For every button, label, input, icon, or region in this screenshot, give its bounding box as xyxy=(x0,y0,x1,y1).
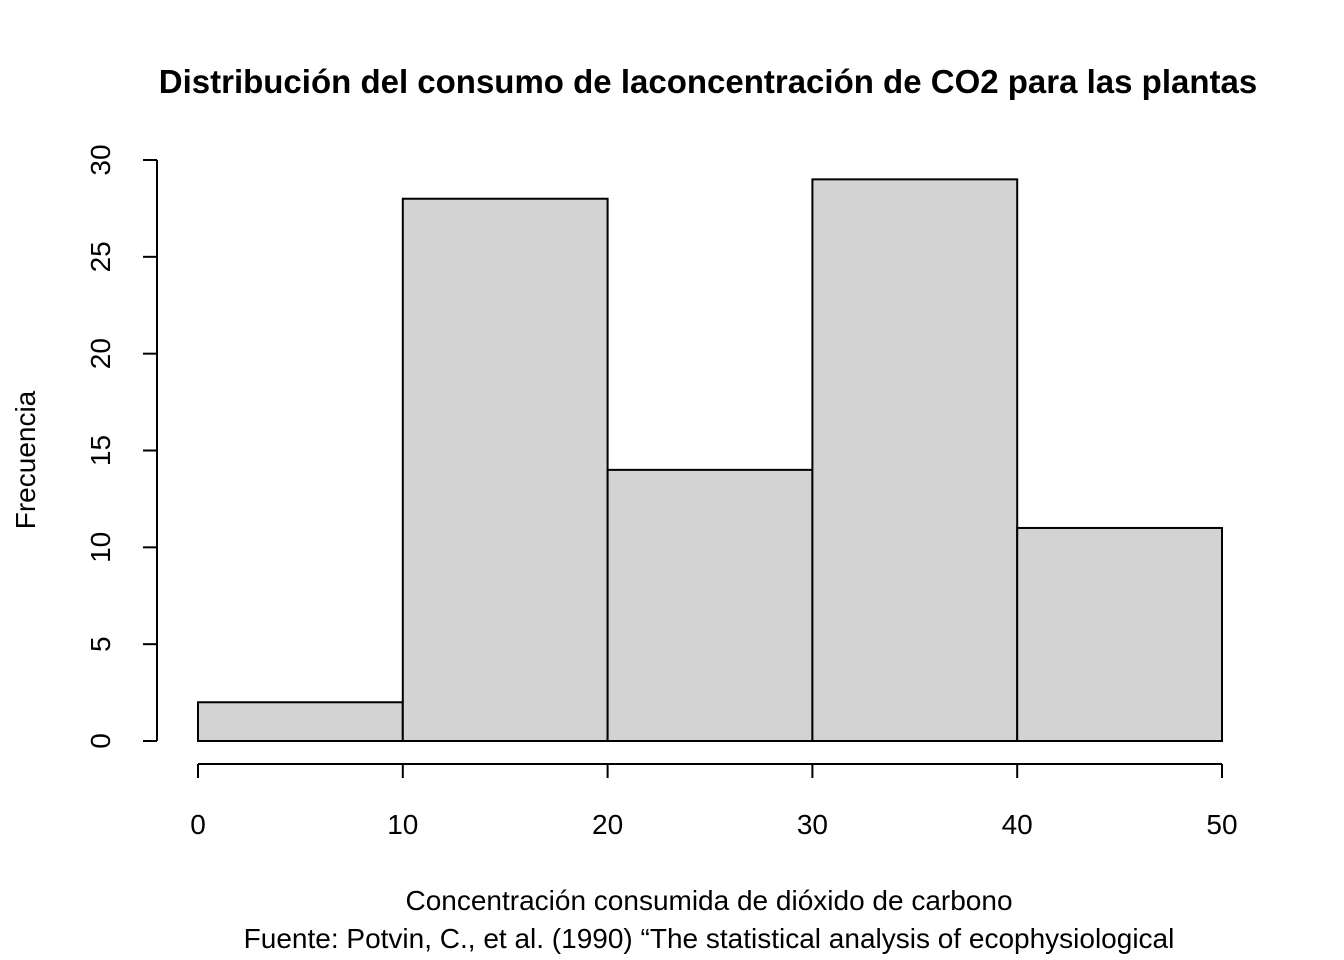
y-axis-label: Frecuencia xyxy=(10,390,41,529)
x-tick-label-5: 50 xyxy=(1206,809,1237,840)
histogram-bar-2 xyxy=(606,468,814,742)
x-tick-label-0: 0 xyxy=(190,809,206,840)
y-tick-label-2: 10 xyxy=(85,532,116,563)
bars-group xyxy=(197,178,1224,743)
source-caption: Fuente: Potvin, C., et al. (1990) “The s… xyxy=(244,923,1175,954)
y-tick-label-1: 5 xyxy=(85,636,116,652)
y-tick-label-0: 0 xyxy=(85,733,116,749)
y-axis: 0 5 10 15 20 25 30 xyxy=(85,144,158,749)
x-axis: 0 10 20 30 40 50 xyxy=(190,763,1238,840)
x-tick-label-3: 30 xyxy=(797,809,828,840)
y-tick-label-5: 25 xyxy=(85,241,116,272)
x-tick-label-4: 40 xyxy=(1002,809,1033,840)
y-tick-label-3: 15 xyxy=(85,435,116,466)
chart-title: Distribución del consumo de laconcentrac… xyxy=(159,63,1257,100)
x-tick-label-1: 10 xyxy=(387,809,418,840)
x-axis-label: Concentración consumida de dióxido de ca… xyxy=(405,885,1012,916)
histogram-bar-3 xyxy=(811,178,1019,743)
y-tick-label-6: 30 xyxy=(85,144,116,175)
histogram-bar-0 xyxy=(197,701,404,742)
histogram-bar-1 xyxy=(401,197,609,742)
histogram-bar-4 xyxy=(1016,526,1224,743)
y-tick-label-4: 20 xyxy=(85,338,116,369)
x-tick-label-2: 20 xyxy=(592,809,623,840)
